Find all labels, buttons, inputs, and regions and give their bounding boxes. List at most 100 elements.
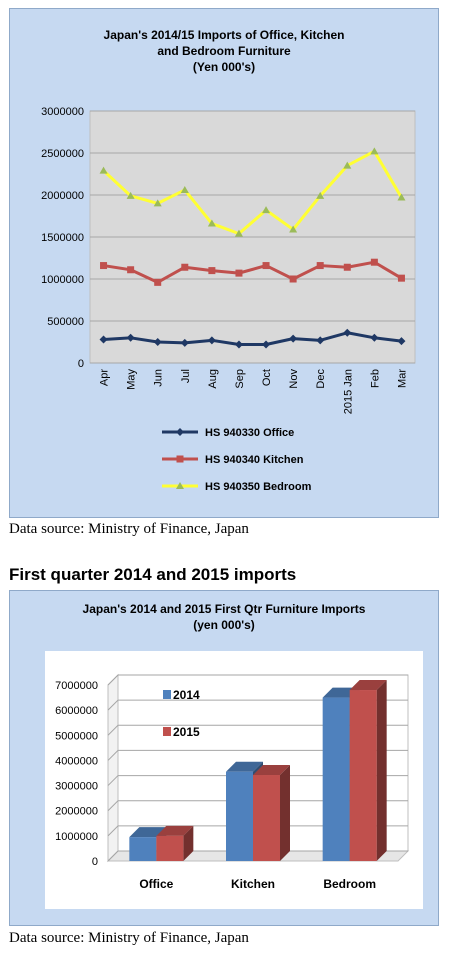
bar-top-office-2015 bbox=[156, 825, 194, 836]
data-point-bedroom bbox=[234, 229, 243, 237]
bar-side-office-2015 bbox=[183, 825, 194, 861]
legend-swatch-2014 bbox=[163, 690, 171, 699]
data-point-kitchen bbox=[235, 269, 243, 277]
data-point-bedroom bbox=[289, 225, 298, 233]
bar-top-bedroom-2015 bbox=[349, 680, 387, 691]
bar-top-office-2014 bbox=[129, 827, 167, 838]
data-point-office bbox=[99, 335, 108, 344]
data-point-kitchen bbox=[289, 275, 297, 283]
y-gridline bbox=[107, 699, 408, 711]
data-point-office bbox=[289, 334, 298, 343]
bar-side-kitchen-2015 bbox=[280, 765, 290, 861]
x-tick-label: Jun bbox=[153, 369, 165, 387]
bar-top-kitchen-2014 bbox=[226, 761, 263, 772]
y-gridline bbox=[107, 825, 408, 837]
y-tick-label: 0 bbox=[92, 856, 98, 868]
data-point-kitchen bbox=[208, 267, 216, 275]
line-chart: 0 500000 1000000 1500000 2000000 2500000 30000… bbox=[41, 106, 416, 493]
line-chart-title: Japan's 2014/15 Imports of Office, Kitch… bbox=[10, 27, 438, 75]
legend-marker bbox=[176, 455, 184, 463]
x-tick-label: Feb bbox=[369, 369, 381, 388]
y-tick-label: 4000000 bbox=[55, 755, 98, 767]
y-tick-label: 2000000 bbox=[41, 190, 84, 202]
bar-chart: 0 1000000 2000000 3000000 4000000 5000000 6000… bbox=[45, 651, 423, 909]
data-point-kitchen bbox=[127, 266, 135, 274]
y-gridline bbox=[107, 674, 408, 686]
data-point-kitchen bbox=[316, 262, 324, 270]
x-tick-label: Oct bbox=[261, 369, 273, 386]
y-gridline bbox=[107, 749, 408, 761]
y-tick-label: 2000000 bbox=[55, 806, 98, 818]
x-tick-label: May bbox=[126, 369, 138, 390]
x-category-label: Office bbox=[139, 877, 173, 891]
data-source-note-2: Data source: Ministry of Finance, Japan bbox=[9, 930, 249, 946]
y-tick-label: 0 bbox=[78, 358, 84, 370]
data-point-bedroom bbox=[397, 193, 406, 201]
data-point-office bbox=[262, 340, 271, 349]
line-chart-title-line-1: Japan's 2014/15 Imports of Office, Kitch… bbox=[103, 28, 345, 42]
bar-chart-title-line-1: Japan's 2014 and 2015 First Qtr Furnitur… bbox=[82, 602, 366, 616]
x-tick-label: Nov bbox=[288, 369, 300, 389]
data-point-office bbox=[343, 328, 352, 337]
data-point-kitchen bbox=[343, 263, 351, 271]
section-heading: First quarter 2014 and 2015 imports bbox=[9, 565, 297, 584]
y-tick-label: 6000000 bbox=[55, 705, 98, 717]
series-line-3 bbox=[102, 149, 403, 236]
data-point-office bbox=[153, 338, 162, 346]
data-point-bedroom bbox=[180, 185, 189, 193]
data-point-bedroom bbox=[99, 166, 108, 174]
bar-office-2015 bbox=[156, 835, 184, 861]
data-point-office bbox=[180, 338, 189, 347]
data-point-kitchen bbox=[397, 274, 405, 282]
y-gridline bbox=[107, 850, 408, 862]
legend-label-2: HS 940340 Kitchen bbox=[205, 454, 304, 466]
legend-marker bbox=[176, 428, 184, 436]
data-point-bedroom bbox=[343, 161, 352, 169]
data-point-office bbox=[370, 333, 379, 342]
y-tick-label: 2500000 bbox=[41, 148, 84, 160]
bar-office-2014 bbox=[129, 837, 157, 861]
data-point-bedroom bbox=[153, 199, 162, 207]
y-tick-label: 3000000 bbox=[55, 781, 98, 793]
bar-bedroom-2014 bbox=[322, 697, 350, 861]
legend-label-2015: 2015 bbox=[173, 725, 200, 739]
y-tick-label: 1000000 bbox=[55, 831, 98, 843]
bar-chart-panel: Japan's 2014 and 2015 First Qtr Furnitur… bbox=[9, 590, 439, 926]
y-gridline bbox=[107, 800, 408, 812]
data-point-bedroom bbox=[370, 147, 379, 155]
data-point-office bbox=[234, 340, 243, 349]
x-category-label: Bedroom bbox=[323, 877, 376, 891]
data-point-office bbox=[126, 333, 135, 342]
legend-marker bbox=[176, 482, 184, 489]
data-point-kitchen bbox=[370, 258, 378, 266]
data-point-bedroom bbox=[207, 219, 216, 227]
y-tick-label: 3000000 bbox=[41, 106, 84, 118]
x-tick-label: Dec bbox=[315, 369, 327, 389]
y-gridline bbox=[107, 775, 408, 786]
y-tick-label: 500000 bbox=[47, 316, 84, 328]
line-chart-title-line-2: and Bedroom Furniture bbox=[157, 44, 291, 58]
data-point-kitchen bbox=[181, 263, 189, 271]
x-tick-label: Sep bbox=[234, 369, 246, 389]
y-gridline bbox=[107, 724, 408, 736]
y-tick-label: 7000000 bbox=[55, 680, 98, 692]
data-point-bedroom bbox=[262, 206, 271, 214]
data-point-bedroom bbox=[316, 191, 325, 199]
x-tick-label: 2015 Jan bbox=[342, 369, 354, 414]
bar-kitchen-2014 bbox=[226, 771, 253, 861]
data-source-note-1: Data source: Ministry of Finance, Japan bbox=[9, 521, 249, 537]
data-point-kitchen bbox=[100, 262, 108, 270]
bar-top-kitchen-2015 bbox=[253, 765, 290, 776]
legend-swatch-2015 bbox=[163, 727, 171, 736]
y-tick-label: 5000000 bbox=[55, 730, 98, 742]
data-point-kitchen bbox=[154, 278, 162, 286]
side-wall bbox=[107, 673, 119, 863]
bar-chart-title-line-2: (yen 000's) bbox=[193, 618, 255, 632]
x-category-label: Kitchen bbox=[231, 877, 275, 891]
data-point-kitchen bbox=[262, 262, 270, 270]
y-tick-label: 1000000 bbox=[41, 274, 84, 286]
y-tick-label: 1500000 bbox=[41, 232, 84, 244]
bar-chart-title: Japan's 2014 and 2015 First Qtr Furnitur… bbox=[10, 601, 438, 633]
legend-label-1: HS 940330 Office bbox=[205, 427, 294, 439]
data-point-bedroom bbox=[126, 191, 135, 199]
